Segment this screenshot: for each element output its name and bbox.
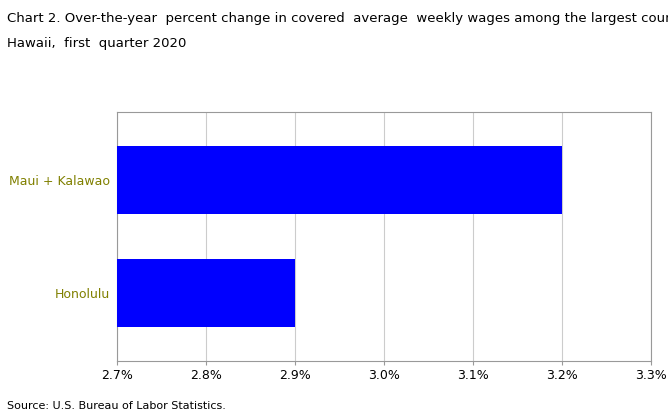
Text: Chart 2. Over-the-year  percent change in covered  average  weekly wages among t: Chart 2. Over-the-year percent change in… (7, 12, 668, 25)
Text: Source: U.S. Bureau of Labor Statistics.: Source: U.S. Bureau of Labor Statistics. (7, 401, 226, 411)
Text: Hawaii,  first  quarter 2020: Hawaii, first quarter 2020 (7, 37, 186, 50)
Bar (117, 146, 562, 214)
Bar (117, 259, 295, 327)
